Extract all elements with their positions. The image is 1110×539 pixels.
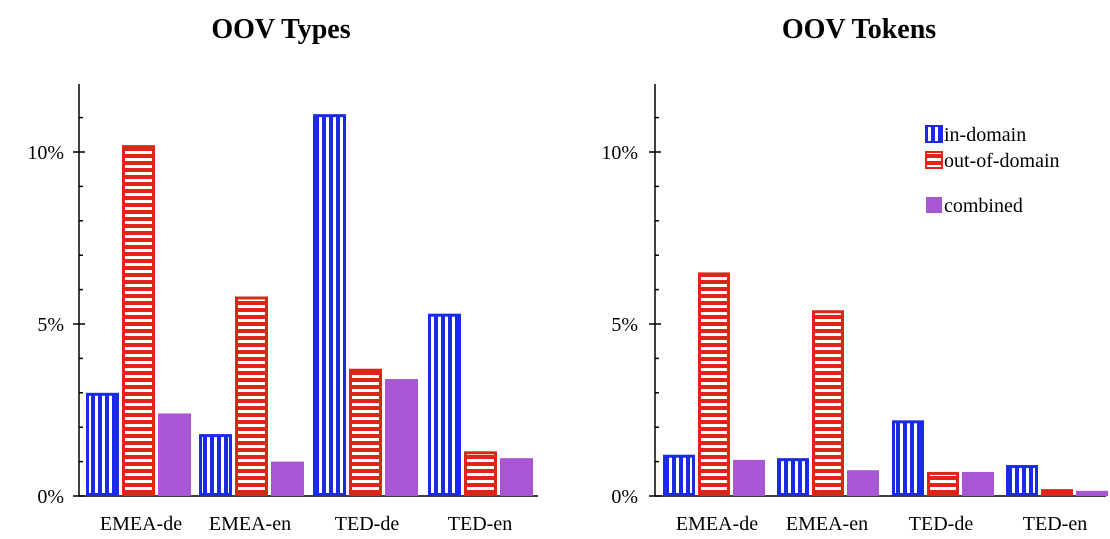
bar-emea-en-out-of-domain [812,310,844,496]
legend: in-domain out-of-domain combined [925,124,1060,217]
bar-ted-de-out-of-domain [349,368,382,496]
bar-emea-de-out-of-domain [698,272,730,496]
legend-swatch-out-of-domain [925,151,943,169]
y-tick-label-10: 10% [601,142,638,164]
bar-ted-en-combined [1076,490,1108,496]
y-ticks-oov-types [73,116,85,497]
bar-ted-en-in-domain [428,313,461,496]
bar-emea-en-in-domain [199,434,232,496]
bar-ted-en-out-of-domain [464,451,497,496]
legend-label-in-domain: in-domain [944,124,1026,146]
y-tick-label-0: 0% [611,486,638,508]
y-tick-label-0: 0% [37,486,64,508]
bars-oov-types [86,114,533,497]
y-tick-label-10: 10% [27,142,64,164]
y-tick-label-5: 5% [611,314,638,336]
x-tick-label-ted-de: TED-de [335,513,400,535]
bar-ted-en-combined [500,458,533,496]
y-ticks-oov-tokens [649,116,661,497]
x-tick-label-emea-de: EMEA-de [676,513,758,535]
bar-emea-en-in-domain [777,458,809,497]
bars-oov-tokens [663,272,1108,497]
legend-swatch-in-domain [925,125,943,143]
x-tick-label-emea-de: EMEA-de [100,513,182,535]
bar-ted-de-in-domain [892,420,924,497]
chart-title-oov-types: OOV Types [211,14,350,45]
x-tick-label-emea-en: EMEA-en [209,513,291,535]
legend-label-out-of-domain: out-of-domain [944,150,1060,172]
x-tick-label-ted-de: TED-de [909,513,974,535]
bar-ted-de-in-domain [313,114,346,496]
bar-emea-de-in-domain [86,392,119,496]
x-tick-label-emea-en: EMEA-en [786,513,868,535]
chart-oov-types: OOV Types 0% 5% 10% EMEA-de EMEA-en TED-… [27,14,538,535]
x-tick-label-ted-en: TED-en [1023,513,1087,535]
bar-emea-de-combined [158,413,191,496]
bar-emea-en-combined [271,461,304,496]
bar-emea-en-combined [847,470,879,496]
bar-ted-en-in-domain [1006,465,1038,497]
bar-ted-de-out-of-domain [927,471,959,497]
bar-emea-de-out-of-domain [122,145,155,496]
bar-ted-en-out-of-domain [1041,489,1073,496]
x-tick-label-ted-en: TED-en [448,513,512,535]
bar-ted-de-combined [385,379,418,496]
legend-swatch-combined [926,197,942,213]
bar-ted-de-combined [962,471,994,496]
chart-title-oov-tokens: OOV Tokens [782,14,936,45]
chart-oov-tokens: OOV Tokens 0% 5% 10% EMEA-de EMEA-en TED… [601,14,1108,535]
bar-emea-en-out-of-domain [235,296,268,497]
y-tick-label-5: 5% [37,314,64,336]
legend-label-combined: combined [944,195,1023,217]
bar-emea-de-combined [733,459,765,496]
bar-emea-de-in-domain [663,454,695,496]
